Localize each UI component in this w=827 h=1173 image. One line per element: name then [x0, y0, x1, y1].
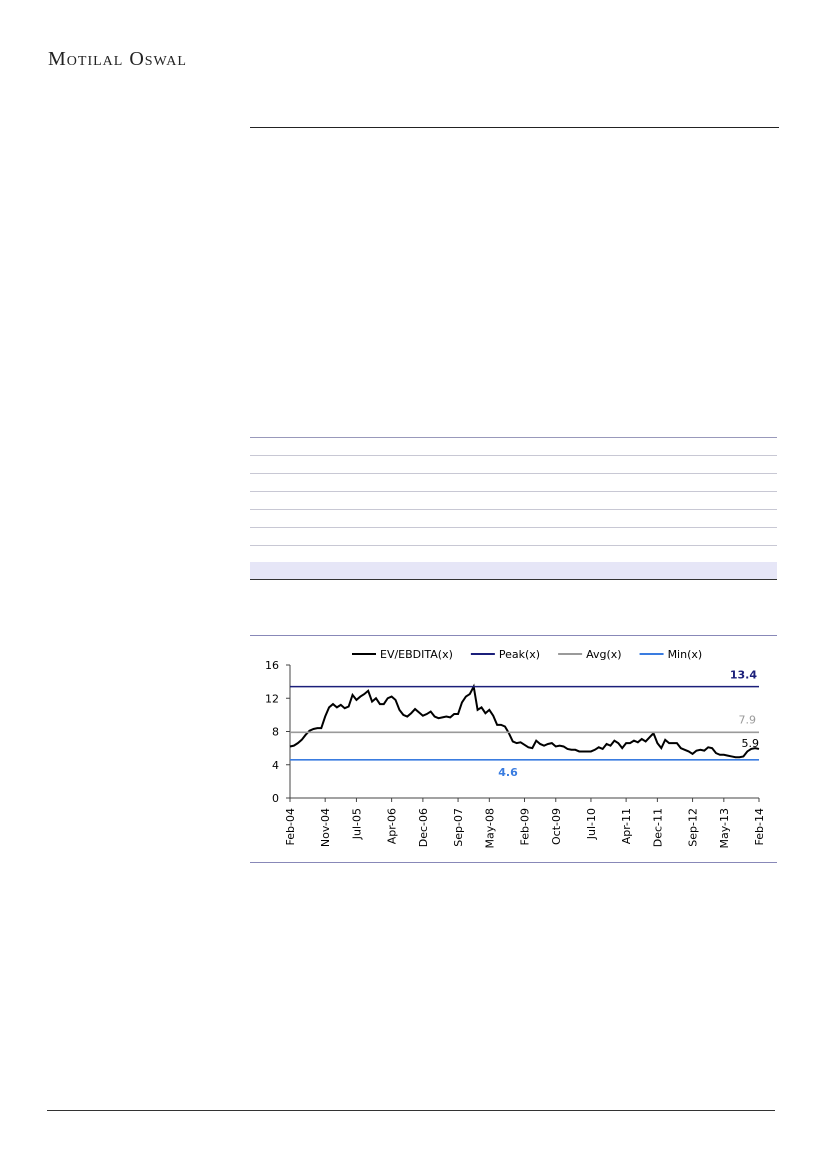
x-tick-label: May-08 [483, 808, 496, 849]
x-tick-label: Jul-10 [585, 808, 598, 840]
value-label: 5.9 [742, 737, 760, 750]
x-tick-label: Apr-11 [620, 808, 633, 844]
data-line [289, 683, 760, 759]
value-label: 13.4 [730, 669, 757, 682]
x-tick-label: Oct-09 [550, 808, 563, 845]
x-tick-label: Nov-04 [319, 808, 332, 847]
brand: Motilal Oswal [48, 48, 187, 70]
legend-label: EV/EBDITA(x) [380, 648, 453, 661]
chart: 0 4 8 12 16 Feb-04 Nov-04 Jul-05 Apr-06 Dec-06 Sep… [265, 648, 766, 849]
y-tick-label: 12 [265, 692, 279, 705]
x-tick-label: Feb-09 [519, 808, 532, 845]
legend-label: Peak(x) [499, 648, 540, 661]
x-tick-label: Dec-11 [651, 808, 664, 847]
legend-label: Avg(x) [586, 648, 621, 661]
x-tick-label: Feb-04 [284, 808, 297, 845]
legend-label: Min(x) [668, 648, 703, 661]
x-tick-label: Sep-07 [452, 808, 465, 847]
x-tick-label: Feb-14 [753, 808, 766, 845]
y-tick-label: 0 [272, 792, 279, 805]
y-tick-label: 8 [272, 726, 279, 739]
value-label: 7.9 [739, 713, 757, 726]
y-tick-label: 4 [272, 759, 279, 772]
y-tick-label: 16 [265, 659, 279, 672]
x-tick-label: Apr-06 [386, 808, 399, 844]
table-shade [250, 562, 777, 579]
x-tick-label: May-13 [718, 808, 731, 849]
x-tick-label: Dec-06 [417, 808, 430, 847]
x-tick-label: Jul-05 [350, 808, 363, 840]
value-label: 4.6 [498, 766, 518, 779]
table-lines [250, 437, 777, 546]
x-tick-label: Sep-12 [687, 808, 700, 847]
